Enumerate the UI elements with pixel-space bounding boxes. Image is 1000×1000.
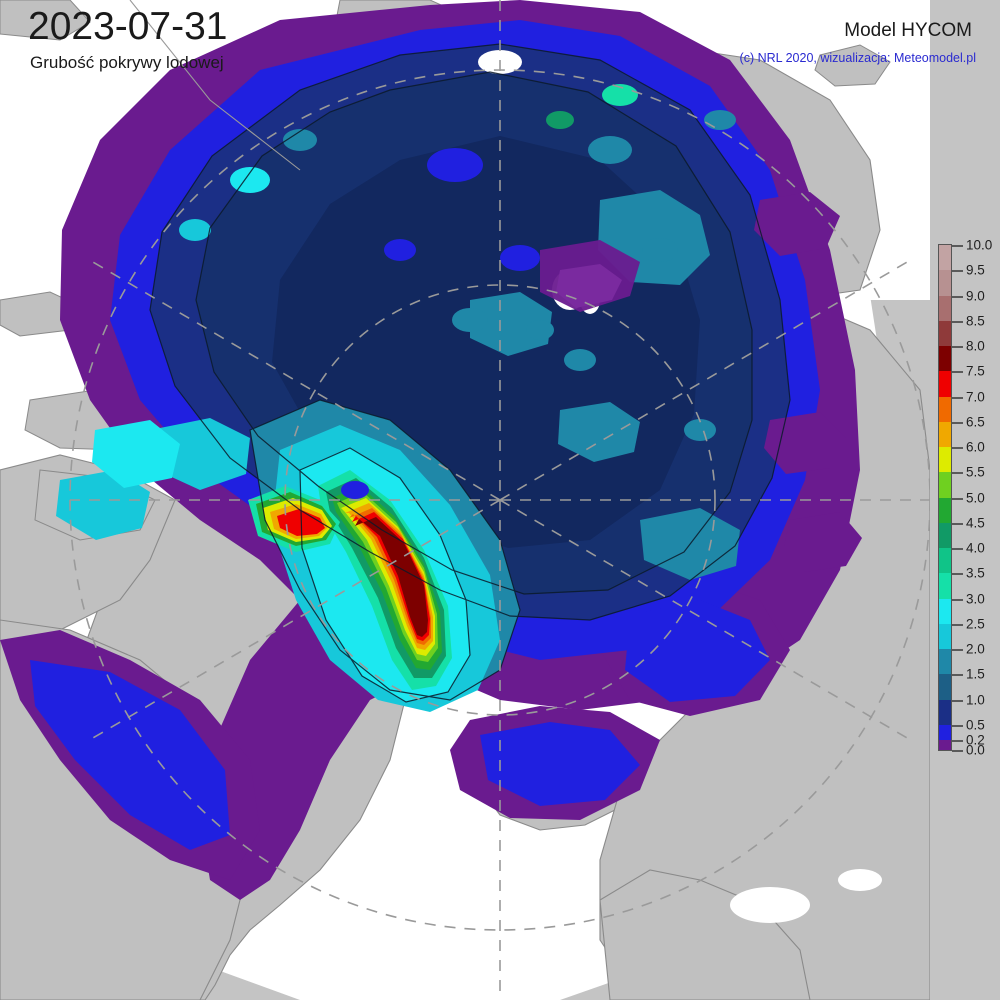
colorbar-tick [952, 674, 963, 677]
colorbar-tick [952, 270, 963, 273]
colorbar-band [939, 320, 952, 346]
colorbar-tick-label: 2.5 [966, 616, 985, 632]
graticule [69, 0, 930, 1000]
colorbar-tick-label: 5.5 [966, 464, 985, 480]
colorbar-band [939, 623, 952, 649]
colorbar-band [939, 674, 952, 700]
colorbar-tick-label: 1.0 [966, 692, 985, 707]
page-subtitle: Grubość pokrywy lodowej [30, 53, 224, 72]
colorbar-tick [952, 396, 963, 399]
colorbar-tick-label: 10.0 [966, 237, 993, 253]
colorbar-band [939, 548, 952, 574]
interior-ice-patches [179, 84, 736, 499]
colorbar-band [939, 497, 952, 523]
colorbar-tick [952, 598, 963, 601]
colorbar-tick [952, 320, 963, 323]
colorbar-tick-label: 7.0 [966, 389, 985, 404]
colorbar-tick [952, 245, 963, 247]
colorbar-tick [952, 371, 963, 374]
colorbar-tick [952, 623, 963, 626]
colorbar-tick-label: 9.5 [966, 262, 985, 278]
credit-link[interactable]: (c) NRL 2020, wizualizacja: Meteomodel.p… [739, 51, 976, 65]
colorbar-band [939, 295, 952, 321]
corner-guide-line [129, 0, 301, 171]
colorbar-tick [952, 548, 963, 550]
colorbar-tick [952, 421, 963, 424]
colorbar-tick-label: 7.5 [966, 363, 985, 379]
colorbar-band [939, 245, 952, 271]
colorbar-tick-label: 6.0 [966, 439, 985, 455]
colorbar-tick-label: 3.0 [966, 591, 985, 606]
colorbar-band [939, 699, 952, 725]
colorbar-tick-label: 8.5 [966, 313, 985, 329]
colorbar-tick [952, 724, 963, 727]
colorbar-tick [952, 739, 963, 742]
colorbar-band [939, 649, 952, 675]
colorbar-tick [952, 295, 963, 298]
colorbar-band [939, 522, 952, 548]
model-label: Model HYCOM [844, 20, 972, 41]
colorbar-tick-label: 1.5 [966, 666, 985, 682]
colorbar-tick [952, 699, 963, 702]
colorbar-tick [952, 497, 963, 500]
ice-thickness-field [0, 0, 862, 900]
colorbar-tick [952, 522, 963, 525]
colorbar-band [939, 573, 952, 599]
colorbar-band [939, 371, 952, 397]
page-title: 2023-07-31 [28, 5, 228, 48]
colorbar-ticks: 10.0 9.5 9.0 8.5 8.0 7.5 7.0 6.5 6.0 5.5 5.0 4.5 4.0… [952, 238, 1000, 758]
colorbar-tick-label: 8.0 [966, 338, 985, 354]
colorbar-tick [952, 649, 963, 651]
colorbar-tick-label: 4.0 [966, 540, 985, 556]
colorbar-tick-label: 3.5 [966, 565, 985, 581]
colorbar-tick-label: 9.0 [966, 288, 985, 303]
colorbar-tick-label: 6.5 [966, 414, 985, 430]
colorbar-band [939, 346, 952, 372]
colorbar-frame [938, 244, 952, 751]
colorbar-tick-label: 0.5 [966, 717, 985, 733]
colorbar-band [939, 472, 952, 498]
band-ridge-thick-ice [248, 470, 452, 690]
colorbar-band [939, 396, 952, 422]
colorbar-band [939, 270, 952, 296]
colorbar-tick [952, 346, 963, 348]
colorbar-tick-label: 0.0 [966, 742, 985, 758]
colorbar-tick [952, 472, 963, 475]
colorbar-band [939, 739, 952, 750]
colorbar-tick-label: 2.0 [966, 641, 985, 657]
colorbar-band [939, 598, 952, 624]
latitude-circle-80 [284, 284, 716, 716]
colorbar-tick-label: 0.2 [966, 732, 985, 748]
colorbar-tick [952, 447, 963, 449]
colorbar-tick-label: 5.0 [966, 490, 985, 505]
colorbar-band [939, 724, 952, 740]
colorbar-tick [952, 750, 963, 752]
colorbar-tick [952, 573, 963, 576]
colorbar-band [939, 421, 952, 447]
colorbar-tick-label: 4.5 [966, 515, 985, 531]
colorbar-band [939, 447, 952, 473]
colorbar [939, 245, 952, 750]
